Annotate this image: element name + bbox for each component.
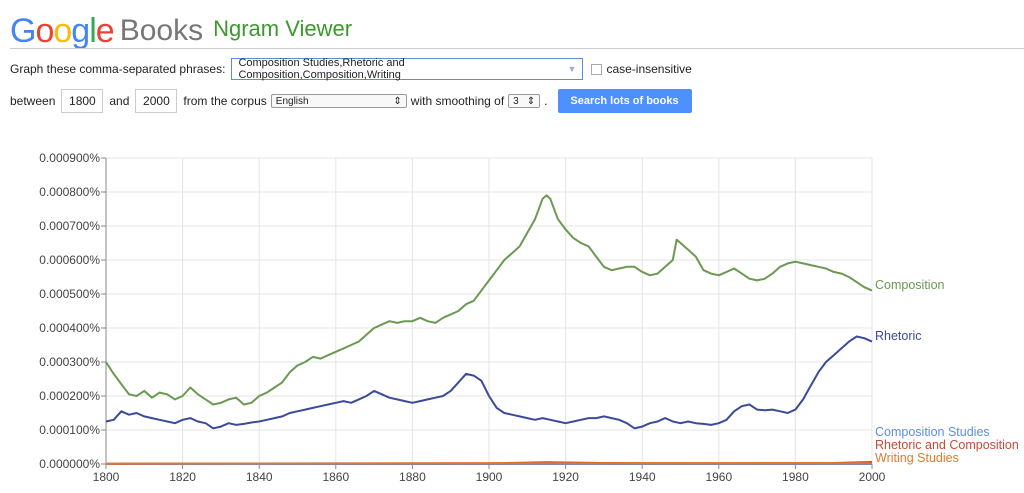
x-tick-label: 2000 <box>859 470 886 484</box>
corpus-label: from the corpus <box>183 94 267 108</box>
header-divider <box>10 48 1024 49</box>
updown-icon: ⇕ <box>393 95 402 107</box>
start-year-input[interactable]: 1800 <box>61 89 104 113</box>
page-title: Ngram Viewer <box>213 16 353 41</box>
smoothing-label: with smoothing of <box>410 94 505 108</box>
books-wordmark: Books <box>119 14 204 47</box>
updown-icon: ⇕ <box>526 95 536 107</box>
logo-letter: e <box>95 12 115 50</box>
y-tick-label: 0.000900% <box>39 151 100 165</box>
y-tick-label: 0.000600% <box>39 253 100 267</box>
x-tick-label: 1920 <box>552 470 579 484</box>
x-tick-label: 1880 <box>399 470 426 484</box>
y-tick-label: 0.000800% <box>39 185 100 199</box>
y-tick-label: 0.000300% <box>39 355 100 369</box>
x-tick-label: 1940 <box>629 470 656 484</box>
phrases-input[interactable]: Composition Studies,Rhetoric and Composi… <box>231 57 584 81</box>
logo-letter: o <box>53 12 72 50</box>
y-tick-label: 0.000200% <box>39 389 100 403</box>
series-line-rhetoric <box>105 335 873 430</box>
between-label: between <box>10 94 56 108</box>
case-insensitive-checkbox[interactable] <box>591 63 603 75</box>
x-tick-label: 1800 <box>93 470 120 484</box>
series-line-composition <box>105 194 873 406</box>
search-button[interactable]: Search lots of books <box>557 89 692 113</box>
and-label: and <box>109 94 130 108</box>
period-text: . <box>544 94 548 108</box>
end-year-input[interactable]: 2000 <box>135 89 178 113</box>
case-insensitive-label: case-insensitive <box>606 62 692 76</box>
corpus-select-value: English <box>275 95 309 107</box>
x-tick-label: 1980 <box>782 470 809 484</box>
corpus-select[interactable]: English ⇕ <box>270 94 407 108</box>
x-tick-label: 1820 <box>169 470 196 484</box>
y-tick-label: 0.000000% <box>39 457 100 471</box>
y-tick-label: 0.000700% <box>39 219 100 233</box>
series-label: Writing Studies <box>875 451 959 465</box>
logo-letter: l <box>89 12 97 50</box>
x-tick-label: 1900 <box>476 470 503 484</box>
chevron-down-icon[interactable]: ▼ <box>567 64 577 74</box>
phrases-row: Graph these comma-separated phrases: Com… <box>10 57 692 81</box>
logo-letter: o <box>35 12 54 50</box>
x-tick-label: 1860 <box>322 470 349 484</box>
page-header: Google Books Ngram Viewer <box>10 8 352 48</box>
range-row: between 1800 and 2000 from the corpus En… <box>10 89 692 113</box>
x-tick-label: 1840 <box>246 470 273 484</box>
y-tick-label: 0.000400% <box>39 321 100 335</box>
smoothing-select-value: 3 <box>513 95 519 107</box>
series-label: Rhetoric <box>875 329 922 343</box>
series-label: Composition <box>875 278 945 292</box>
x-tick-label: 1960 <box>705 470 732 484</box>
y-tick-label: 0.000100% <box>39 423 100 437</box>
google-logo: Google <box>10 12 115 50</box>
y-tick-label: 0.000500% <box>39 287 100 301</box>
series-label: Composition Studies <box>875 425 990 439</box>
logo-letter: G <box>10 12 36 50</box>
smoothing-select[interactable]: 3 ⇕ <box>508 94 541 108</box>
logo-letter: g <box>71 12 90 50</box>
phrases-input-value: Composition Studies,Rhetoric and Composi… <box>238 57 405 81</box>
phrases-label: Graph these comma-separated phrases: <box>10 62 226 76</box>
series-label: Rhetoric and Composition <box>875 438 1019 452</box>
